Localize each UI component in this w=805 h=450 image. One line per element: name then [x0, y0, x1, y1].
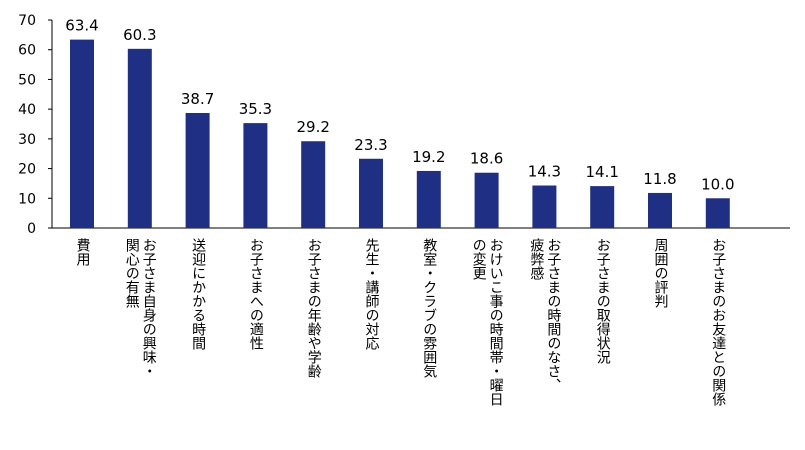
category-label: お子さまのお友達との関係 [709, 238, 726, 406]
category-label-line: 周囲の評判 [652, 238, 669, 308]
bar-value-label: 18.6 [470, 150, 503, 168]
bar-value-label: 63.4 [65, 17, 98, 35]
bar [185, 113, 210, 228]
bar [532, 185, 557, 228]
bar-value-label: 10.0 [701, 175, 734, 193]
y-tick-label: 40 [18, 102, 36, 118]
y-tick-label: 70 [18, 13, 36, 29]
category-label: 送迎にかかる時間 [189, 238, 206, 350]
category-label: お子さまの年齢や学齢 [305, 238, 322, 378]
category-label: 先生・講師の対応 [363, 238, 380, 350]
category-label-line: 先生・講師の対応 [363, 238, 380, 350]
bar [416, 170, 441, 228]
bar-value-label: 38.7 [181, 90, 214, 108]
bar [590, 186, 615, 228]
y-tick-label: 10 [18, 191, 36, 207]
bar-value-label: 11.8 [643, 170, 676, 188]
category-label: お子さまの時間のなさ、 疲弊感 [527, 238, 561, 392]
bar-value-label: 14.1 [585, 163, 618, 181]
category-label: お子さまの取得状況 [594, 238, 611, 364]
bar [359, 158, 383, 228]
bar [705, 198, 730, 228]
bar-value-label: 29.2 [296, 118, 329, 136]
category-label: お子さま自身の興味・ 関心の有無 [123, 238, 157, 378]
bar [301, 141, 326, 228]
category-label-line: の変更 [470, 238, 487, 280]
y-tick-label: 20 [18, 162, 36, 178]
category-label-line: 送迎にかかる時間 [190, 238, 207, 350]
category-label-line: お子さまの時間のなさ、 [545, 238, 562, 392]
category-label-line: 疲弊感 [528, 238, 545, 280]
category-label-line: お子さまのお友達との関係 [710, 238, 727, 406]
bar [70, 39, 94, 229]
bar-value-label: 19.2 [412, 148, 445, 166]
category-label-line: 関心の有無 [123, 238, 140, 308]
category-label-line: 費用 [74, 238, 91, 266]
category-label-line: お子さま自身の興味・ [140, 238, 157, 378]
bar-value-label: 23.3 [354, 136, 387, 154]
bar [243, 123, 268, 228]
bar-value-label: 35.3 [239, 100, 272, 118]
bar-value-label: 14.3 [528, 163, 561, 181]
category-label: おけいこ事の時間帯・曜日 の変更 [470, 238, 504, 406]
category-label: 周囲の評判 [652, 238, 669, 308]
category-label-line: 教室・クラブの雰囲気 [421, 238, 438, 378]
category-label-line: お子さまへの適性 [247, 238, 264, 350]
bar-value-label: 60.3 [123, 26, 156, 44]
category-label-line: お子さまの取得状況 [594, 238, 611, 364]
y-tick-label: 60 [18, 43, 36, 59]
category-label: 費用 [74, 238, 91, 266]
category-label-line: おけいこ事の時間帯・曜日 [487, 238, 504, 406]
bar [648, 192, 672, 228]
category-label: 教室・クラブの雰囲気 [420, 238, 437, 378]
y-tick-label: 50 [18, 72, 36, 88]
bar [127, 48, 152, 228]
category-label-line: お子さまの年齢や学齢 [305, 238, 322, 378]
y-tick-label: 0 [27, 221, 36, 237]
bar [474, 172, 499, 228]
y-tick-label: 30 [18, 132, 36, 148]
category-label: お子さまへの適性 [247, 238, 264, 350]
